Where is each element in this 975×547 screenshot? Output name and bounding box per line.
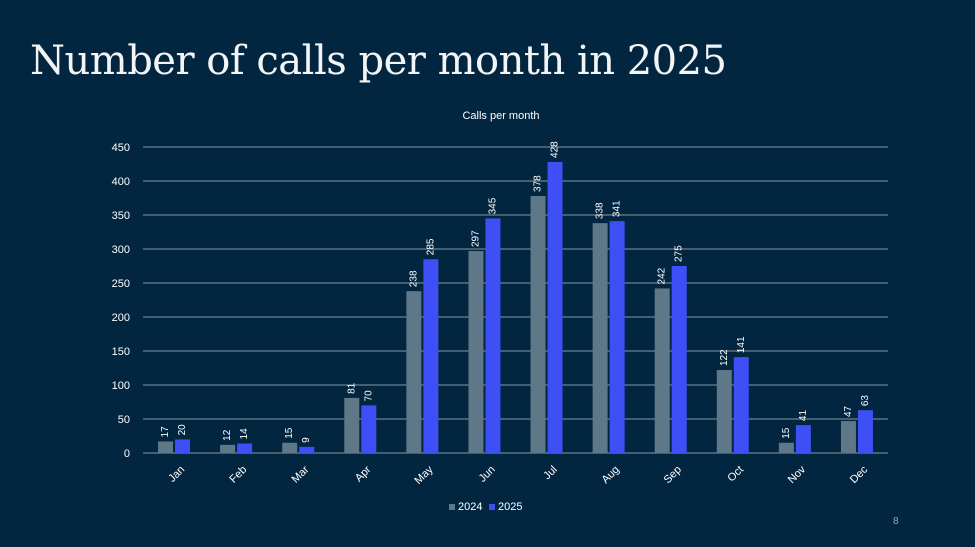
chart-title: Calls per month [462,110,539,122]
bar-2024-jul [530,195,546,453]
data-label: 70 [363,390,374,402]
data-label: 297 [470,230,481,247]
x-tick-label: Sep [662,464,684,486]
y-tick-label: 450 [112,142,130,154]
data-label: 238 [408,270,419,287]
bar-2024-apr [344,397,360,453]
data-label: 12 [222,429,233,441]
gridlines [143,146,888,454]
x-axis-ticks: Jan Feb Mar Apr May Jun Jul Aug Sep Oct Nov Dec [166,463,870,487]
bar-2024-aug [592,223,608,453]
legend: 2024 2025 [449,501,522,513]
data-label: 428 [550,141,561,158]
bar-2025-aug [609,221,625,453]
y-tick-label: 400 [112,176,130,188]
data-label: 15 [781,427,792,439]
slide-title: Number of calls per month in 2025 [30,38,727,84]
bar-2024-dec [840,421,856,453]
bar-2025-feb [237,443,253,453]
y-tick-label: 150 [112,346,130,358]
data-label: 122 [719,349,730,366]
data-label: 14 [239,428,250,440]
data-label: 141 [736,336,747,353]
page-number: 8 [893,516,899,527]
bar-2025-nov [795,425,811,453]
x-tick-label: Apr [353,463,374,484]
bars [158,161,873,453]
x-tick-label: Jul [541,464,559,482]
bar-2024-jan [158,441,174,453]
bar-2025-jan [175,439,191,453]
x-tick-label: Oct [725,464,746,485]
x-tick-label: Feb [227,464,249,486]
data-label: 378 [533,175,544,192]
x-tick-label: Jun [477,464,498,485]
bar-2025-dec [857,410,873,453]
bar-2024-jun [468,251,484,453]
data-label: 341 [612,200,623,217]
data-label: 47 [843,405,854,417]
bar-2025-mar [299,446,315,453]
x-tick-label: May [412,463,436,487]
x-tick-label: Nov [786,463,809,486]
bar-2024-oct [716,370,732,453]
bar-2025-jul [547,161,563,453]
bar-2024-sep [654,288,670,453]
bar-2024-nov [778,442,794,453]
y-axis-ticks: 0 50 100 150 200 250 300 350 400 450 [112,142,130,460]
data-label: 338 [595,202,606,219]
data-label: 275 [674,245,685,262]
bar-2024-may [406,291,422,453]
data-label: 41 [798,410,809,422]
data-label: 9 [301,437,312,443]
y-tick-label: 300 [112,244,130,256]
data-label: 20 [177,424,188,436]
data-label: 17 [160,426,171,438]
legend-swatch-2024 [449,504,455,510]
x-tick-label: Aug [600,464,622,486]
data-label: 63 [860,395,871,407]
y-tick-label: 0 [124,448,130,460]
legend-swatch-2025 [489,504,495,510]
y-tick-label: 350 [112,210,130,222]
bar-2024-feb [220,444,236,453]
bar-2025-sep [671,266,687,453]
data-labels: 17 20 12 14 15 9 81 70 238 285 297 345 378 428 338 341 2… [160,141,871,443]
bar-2025-jun [485,218,501,453]
data-label: 285 [425,238,436,255]
bar-2024-mar [282,442,298,453]
data-label: 81 [346,382,357,394]
bar-2025-apr [361,405,377,453]
data-label: 15 [284,427,295,439]
x-tick-label: Mar [290,463,312,485]
data-label: 242 [657,267,668,284]
bar-2025-may [423,259,439,453]
y-tick-label: 50 [118,414,130,426]
y-tick-label: 200 [112,312,130,324]
y-tick-label: 100 [112,380,130,392]
data-label: 345 [487,197,498,214]
y-tick-label: 250 [112,278,130,290]
x-tick-label: Jan [166,464,187,485]
bar-2025-oct [733,357,749,453]
x-tick-label: Dec [848,463,871,486]
legend-label-2024: 2024 [458,501,482,513]
legend-label-2025: 2025 [498,501,522,513]
